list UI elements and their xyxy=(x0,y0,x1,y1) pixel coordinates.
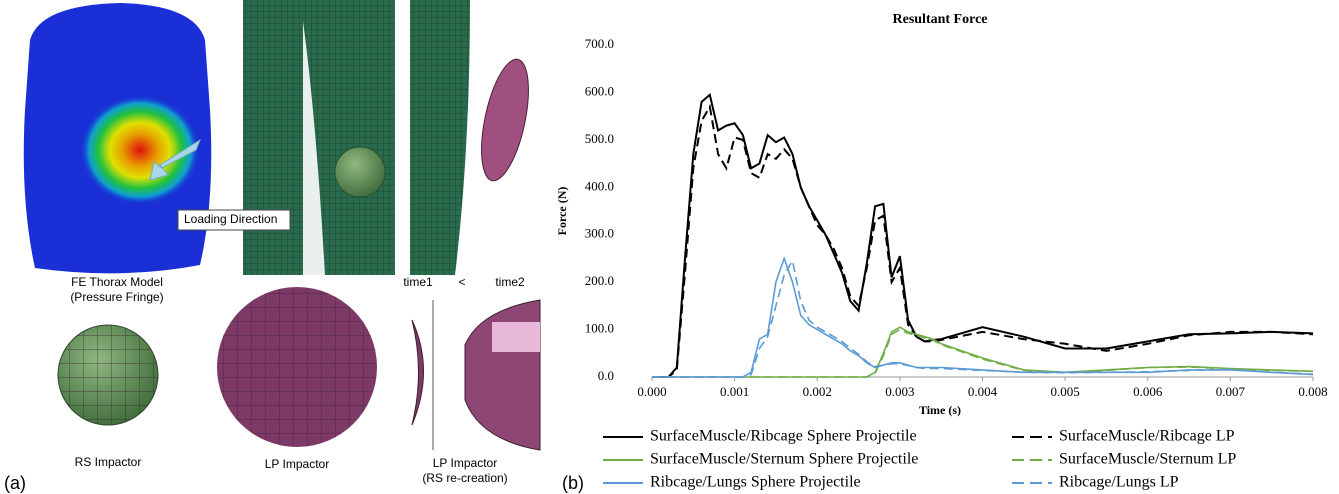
y-tick-label: 400.0 xyxy=(585,178,614,193)
caption: FE Thorax Model xyxy=(71,275,163,289)
caption: < xyxy=(458,275,465,289)
chart: Resultant Force Time (s) Force (N) 0.0 10… xyxy=(555,12,1328,490)
caption: time1 xyxy=(403,275,433,289)
x-tick-label: 0.003 xyxy=(885,384,914,399)
legend-label: Ribcage/Lungs LP xyxy=(1059,474,1179,491)
series-line xyxy=(652,258,1314,378)
caption: time2 xyxy=(495,275,525,289)
chart-title: Resultant Force xyxy=(893,12,988,27)
legend-label: Ribcage/Lungs Sphere Projectile xyxy=(650,474,861,491)
series-line xyxy=(652,255,1314,378)
caption: (RS re-creation) xyxy=(422,471,507,485)
x-tick-label: 0.004 xyxy=(968,384,998,399)
panel-a-labels: Loading Direction FE Thorax Model (Press… xyxy=(4,212,584,493)
y-tick-label: 300.0 xyxy=(585,226,614,241)
caption: LP Impactor xyxy=(433,456,497,470)
y-tick-label: 100.0 xyxy=(585,321,614,336)
x-tick-label: 0.000 xyxy=(637,384,666,399)
sphere-projectile xyxy=(334,146,386,198)
lp-projectile xyxy=(481,58,529,182)
legend-label: SurfaceMuscle/Sternum Sphere Projectile xyxy=(650,451,918,468)
panel-label: (a) xyxy=(4,473,26,493)
caption: RS Impactor xyxy=(75,455,142,469)
y-axis-label: Force (N) xyxy=(555,187,569,236)
x-tick-label: 0.007 xyxy=(1216,384,1246,399)
lp-recreation-t1 xyxy=(411,319,424,426)
series-line xyxy=(652,92,1314,378)
highlight xyxy=(492,322,540,352)
y-tick-label: 500.0 xyxy=(585,131,614,146)
panel-label: (b) xyxy=(562,473,584,493)
legend-label: SurfaceMuscle/Ribcage Sphere Projectile xyxy=(650,428,917,445)
thorax-model xyxy=(23,3,212,274)
lp-impactor-mesh xyxy=(217,287,377,447)
x-tick-label: 0.006 xyxy=(1133,384,1163,399)
series-line xyxy=(652,103,1314,378)
tissue-mesh-left xyxy=(243,0,303,275)
legend-label: SurfaceMuscle/Ribcage LP xyxy=(1059,428,1235,445)
x-tick-label: 0.001 xyxy=(720,384,749,399)
x-axis-label: Time (s) xyxy=(919,403,961,417)
y-tick-label: 200.0 xyxy=(585,273,614,288)
label-box xyxy=(177,209,291,231)
y-tick-label: 0.0 xyxy=(598,368,614,383)
x-tick-label: 0.005 xyxy=(1051,384,1080,399)
x-tick-label: 0.002 xyxy=(803,384,832,399)
annotation: Loading Direction xyxy=(184,212,277,226)
caption: (Pressure Fringe) xyxy=(70,290,163,304)
caption: LP Impactor xyxy=(265,457,329,471)
legend-label: SurfaceMuscle/Sternum LP xyxy=(1059,451,1236,468)
x-tick-label: 0.008 xyxy=(1298,384,1327,399)
y-tick-label: 700.0 xyxy=(585,36,614,51)
rs-impactor-mesh xyxy=(58,325,158,425)
y-tick-label: 600.0 xyxy=(585,83,614,98)
